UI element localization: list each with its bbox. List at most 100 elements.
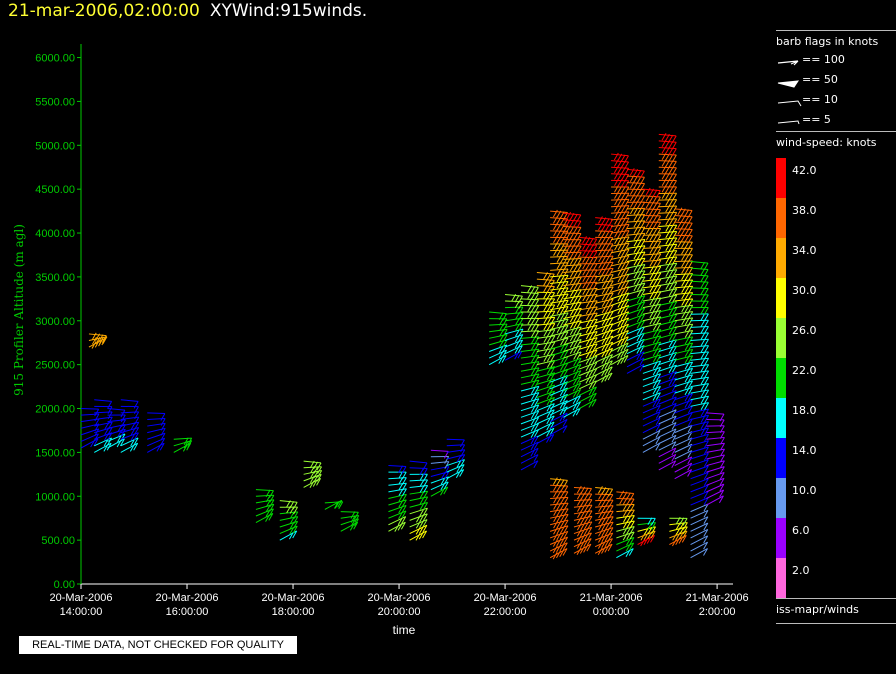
wind-barb (658, 371, 677, 380)
barb-feather (397, 517, 403, 525)
barb-feather (592, 257, 598, 265)
barb-feather (419, 508, 425, 516)
barb-feather (133, 432, 139, 440)
barb-feather (585, 376, 591, 384)
barb-feather (644, 527, 649, 535)
barb-feather (601, 280, 607, 288)
barb-feather (664, 133, 670, 142)
barb-feather (671, 441, 677, 449)
barb-feather (704, 338, 709, 347)
barb-staff (610, 305, 629, 313)
barb-staff (658, 390, 677, 399)
wind-barb (550, 274, 569, 283)
barb-feather (703, 294, 709, 303)
barb-feather (401, 482, 407, 491)
barb-feather (576, 528, 582, 537)
wind-barb (642, 240, 662, 249)
barb-feather (633, 168, 639, 177)
barb-feather (592, 269, 598, 278)
wind-barb (409, 513, 428, 523)
barb-feather (620, 331, 626, 339)
barb-feather (703, 262, 709, 271)
colorbar-label: 38.0 (792, 204, 817, 217)
barb-staff (642, 347, 661, 355)
wind-barb (658, 383, 677, 392)
wind-barb (626, 338, 645, 348)
wind-barb (642, 303, 662, 312)
barb-staff (573, 532, 592, 541)
wind-barb (616, 531, 635, 541)
barb-feather (656, 272, 662, 280)
wind-barb (642, 411, 661, 420)
data-source-label: iss-mapr/winds (776, 603, 859, 616)
barb-feather (601, 286, 607, 295)
wind-barb (658, 132, 677, 144)
wind-barb (642, 291, 662, 299)
wind-barb (505, 293, 523, 304)
barb-feather (556, 248, 562, 257)
barb-feather (183, 437, 189, 446)
barb-feather (563, 536, 569, 545)
barb-staff (536, 329, 555, 333)
wind-barb (550, 318, 569, 327)
barb-feather (645, 220, 651, 228)
barb-feather (622, 521, 628, 529)
barb-staff (674, 424, 693, 434)
barb-staff (690, 497, 709, 506)
barb-feather (672, 307, 678, 316)
barb-feather (316, 478, 321, 486)
y-tick-label: 3500.00 (35, 272, 75, 284)
barb-staff (595, 510, 614, 515)
wind-barb (658, 422, 677, 431)
y-tick-label: 4000.00 (35, 228, 75, 240)
barb-staff (88, 336, 108, 342)
wind-barb (690, 383, 710, 391)
barb-staff (674, 273, 693, 276)
wind-barb (658, 428, 677, 438)
barb-feather (608, 510, 614, 519)
barb-staff (626, 257, 646, 263)
wind-barb (626, 263, 646, 272)
wind-barb (706, 489, 725, 499)
x-tick-time: 16:00:00 (166, 606, 209, 618)
barb-feather (651, 522, 657, 530)
barb-feather (498, 356, 504, 364)
barb-staff (658, 441, 677, 451)
barb-feather (700, 408, 706, 417)
barb-feather (649, 259, 655, 267)
barb-feather (569, 308, 575, 316)
barb-staff (504, 345, 523, 355)
wind-barb (611, 230, 630, 238)
barb-feather (598, 535, 603, 543)
barb-staff (579, 398, 597, 409)
barb-feather (621, 217, 626, 226)
chart-axes: 0.00500.001000.001500.002000.002500.0030… (35, 44, 749, 618)
quality-notice: REAL-TIME DATA, NOT CHECKED FOR QUALITY (19, 636, 297, 654)
wind-barb (573, 532, 592, 543)
barb-feather (601, 267, 607, 276)
barb-staff (409, 460, 428, 464)
barb-feather (624, 230, 630, 238)
barb-staff (658, 133, 677, 137)
wind-barb (563, 211, 582, 223)
barb-staff (563, 276, 582, 280)
barb-staff (690, 414, 709, 420)
barb-feather (498, 345, 504, 353)
barb-feather (530, 411, 536, 420)
barb-feather (546, 366, 552, 375)
barb-feather (719, 466, 725, 474)
wind-barb (616, 542, 635, 552)
wind-barb (409, 530, 427, 541)
barb-feather (550, 304, 556, 313)
barb-staff (611, 205, 630, 208)
wind-barb (520, 392, 540, 401)
barb-feather (688, 292, 694, 300)
barb-feather (502, 334, 508, 342)
wind-barb (658, 332, 678, 341)
barb-feather (556, 478, 562, 486)
barb-staff (579, 374, 597, 383)
barb-feather (553, 527, 558, 535)
wind-barb (642, 442, 661, 453)
barb-feather (665, 217, 671, 226)
barb-feather (633, 258, 639, 266)
